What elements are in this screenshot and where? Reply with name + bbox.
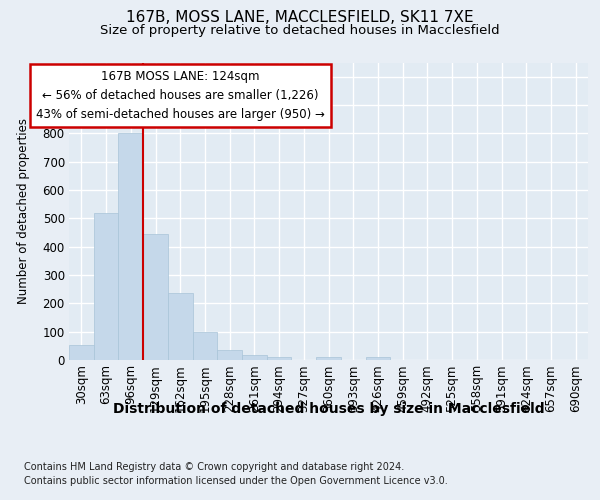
Bar xyxy=(316,357,341,360)
Bar xyxy=(143,234,168,360)
Bar xyxy=(365,357,390,360)
Bar xyxy=(217,350,242,360)
Bar xyxy=(242,355,267,360)
Text: Size of property relative to detached houses in Macclesfield: Size of property relative to detached ho… xyxy=(100,24,500,37)
Bar xyxy=(168,292,193,360)
Bar xyxy=(118,134,143,360)
Bar xyxy=(69,346,94,360)
Bar xyxy=(193,332,217,360)
Text: Contains HM Land Registry data © Crown copyright and database right 2024.: Contains HM Land Registry data © Crown c… xyxy=(24,462,404,472)
Bar xyxy=(94,212,118,360)
Bar xyxy=(267,357,292,360)
Text: Contains public sector information licensed under the Open Government Licence v3: Contains public sector information licen… xyxy=(24,476,448,486)
Y-axis label: Number of detached properties: Number of detached properties xyxy=(17,118,29,304)
Text: 167B, MOSS LANE, MACCLESFIELD, SK11 7XE: 167B, MOSS LANE, MACCLESFIELD, SK11 7XE xyxy=(126,10,474,25)
Text: Distribution of detached houses by size in Macclesfield: Distribution of detached houses by size … xyxy=(113,402,545,416)
Text: 167B MOSS LANE: 124sqm
← 56% of detached houses are smaller (1,226)
43% of semi-: 167B MOSS LANE: 124sqm ← 56% of detached… xyxy=(36,70,325,121)
